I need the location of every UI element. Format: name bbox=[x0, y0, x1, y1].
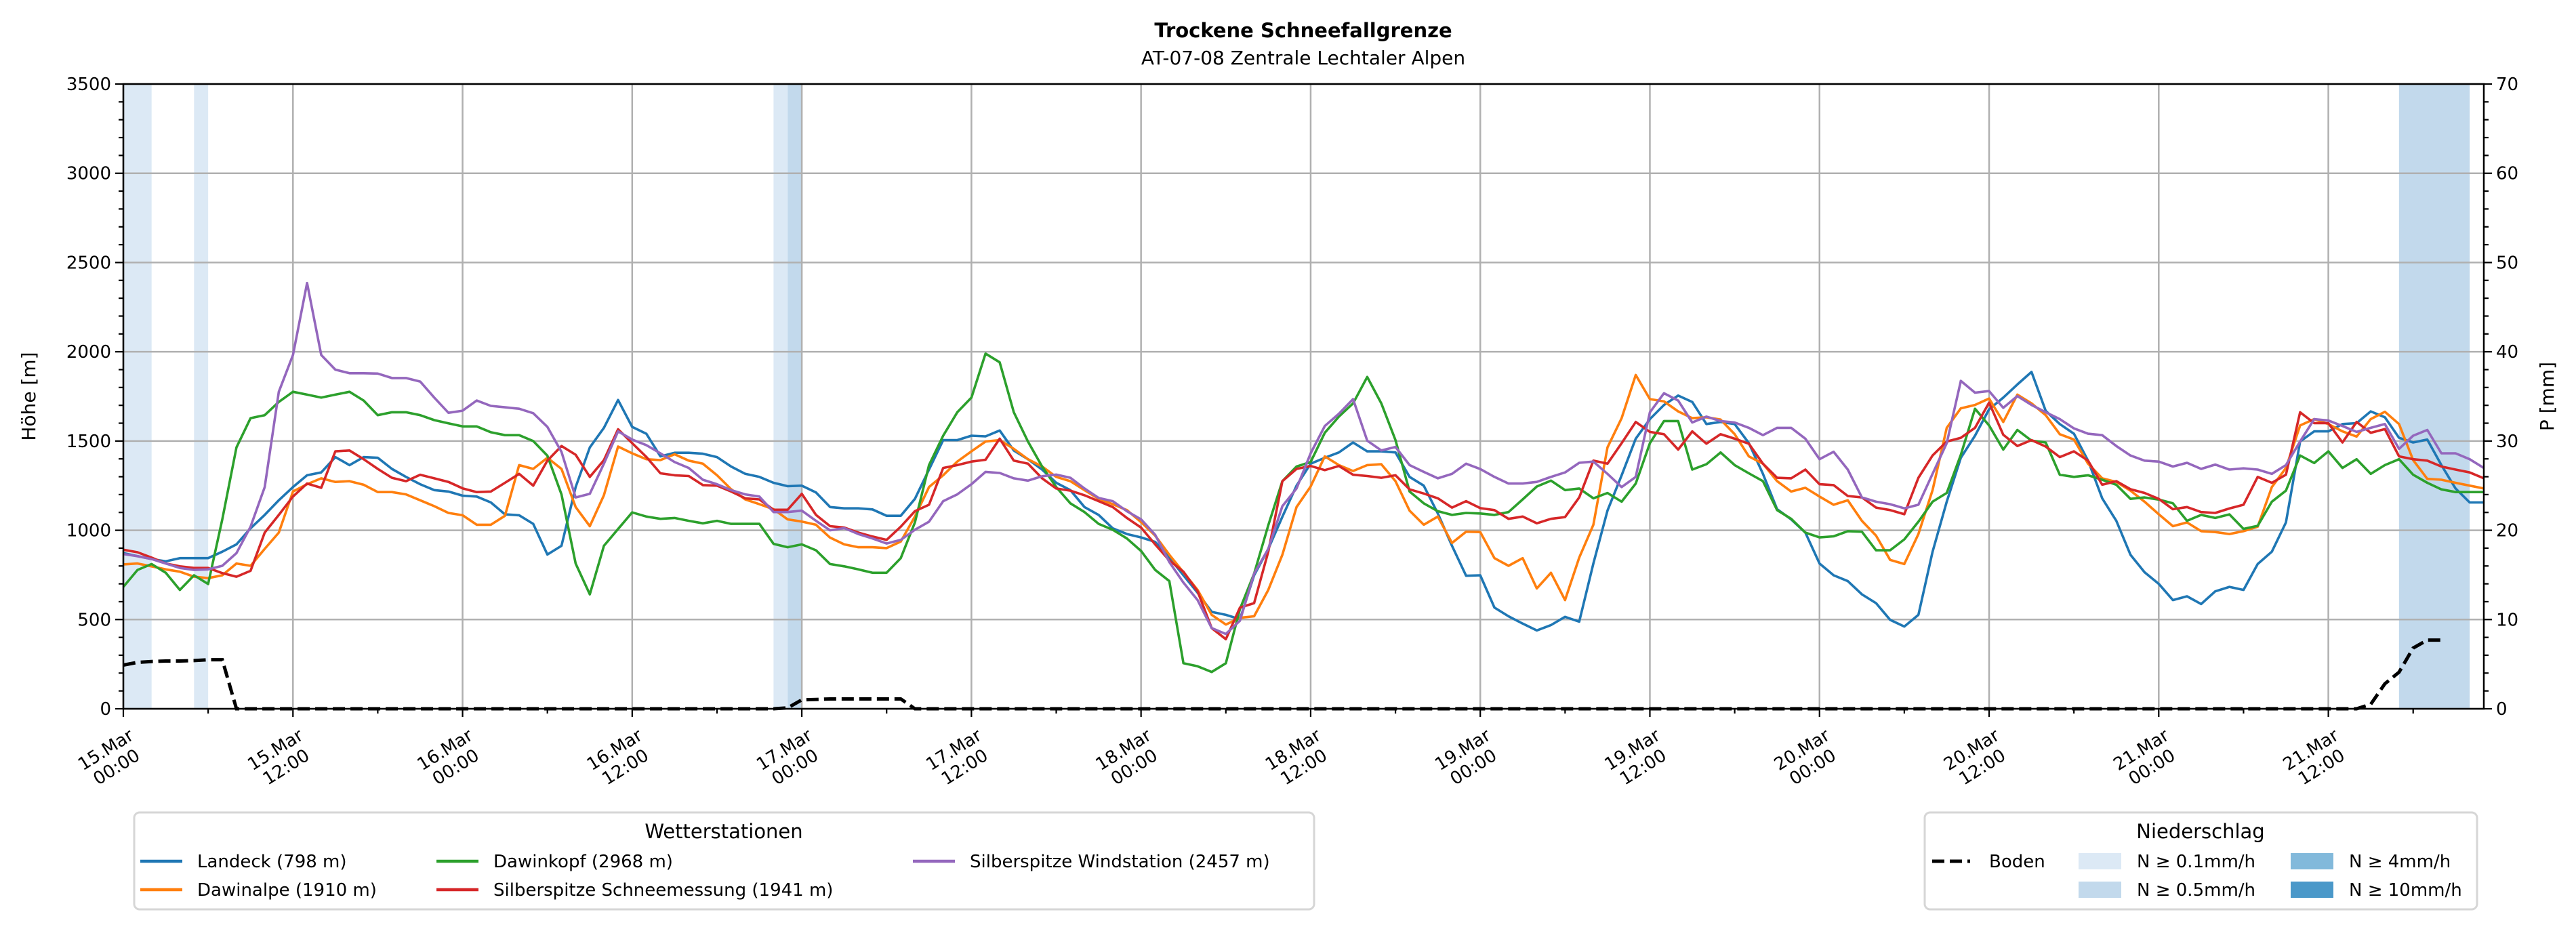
legend-box bbox=[133, 811, 1315, 911]
y2-tick-label: 20 bbox=[2496, 521, 2518, 541]
y2-tick-label: 50 bbox=[2496, 253, 2518, 273]
y2-tick-label: 30 bbox=[2496, 432, 2518, 452]
legend-swatch bbox=[2079, 882, 2121, 898]
chart-title: Trockene Schneefallgrenze bbox=[1154, 19, 1452, 42]
y-tick-label: 0 bbox=[100, 699, 111, 720]
y2-tick-label: 0 bbox=[2496, 699, 2508, 720]
legend-label: Silberspitze Schneemessung (1941 m) bbox=[493, 880, 833, 901]
legend-entry: Dawinkopf (2968 m) bbox=[436, 852, 673, 872]
legend-label: Landeck (798 m) bbox=[197, 852, 347, 872]
y-tick-label: 2000 bbox=[66, 342, 111, 363]
y-axis-label-right: P [mm] bbox=[2536, 362, 2558, 431]
legend-precipitation: Niederschlag Boden N ≥ 0.1mm/h N ≥ 0.5mm/h N… bbox=[1923, 811, 2478, 911]
legend-label: Silberspitze Windstation (2457 m) bbox=[970, 852, 1270, 872]
y-axis-label-left: Höhe [m] bbox=[18, 352, 40, 440]
y-tick-label: 3000 bbox=[66, 164, 111, 184]
legend-entry-ground: Boden bbox=[1932, 852, 2045, 872]
legend-title: Wetterstationen bbox=[645, 820, 802, 843]
precip-band bbox=[194, 84, 209, 709]
y-tick-label: 1000 bbox=[66, 521, 111, 541]
y2-tick-label: 60 bbox=[2496, 164, 2518, 184]
legend-entry-precip: N ≥ 0.5mm/h bbox=[2079, 880, 2255, 901]
legend-box bbox=[1923, 811, 2478, 911]
legend-entry: Silberspitze Windstation (2457 m) bbox=[913, 852, 1270, 872]
series-line-3 bbox=[123, 401, 2485, 641]
y-tick-label: 3500 bbox=[66, 75, 111, 95]
legend-label: Dawinalpe (1910 m) bbox=[197, 880, 377, 901]
legend-entry: Landeck (798 m) bbox=[140, 852, 347, 872]
legend-entry-precip: N ≥ 0.1mm/h bbox=[2079, 852, 2255, 872]
legend-stations: Wetterstationen Landeck (798 m) Dawinalpe … bbox=[133, 811, 1315, 911]
legend-title: Niederschlag bbox=[2136, 820, 2264, 843]
y-tick-label: 1500 bbox=[66, 432, 111, 452]
legend-label: Dawinkopf (2968 m) bbox=[493, 852, 673, 872]
legend-swatch bbox=[2291, 853, 2333, 869]
y2-tick-label: 70 bbox=[2496, 75, 2518, 95]
legend-entry-precip: N ≥ 4mm/h bbox=[2291, 852, 2451, 872]
y2-tick-label: 40 bbox=[2496, 342, 2518, 363]
series-line-4 bbox=[123, 281, 2485, 636]
y2-tick-label: 10 bbox=[2496, 610, 2518, 630]
legend-label: N ≥ 10mm/h bbox=[2349, 880, 2462, 901]
legend-entry-precip: N ≥ 10mm/h bbox=[2291, 880, 2462, 901]
chart-subtitle: AT-07-08 Zentrale Lechtaler Alpen bbox=[1141, 47, 1465, 69]
legend-label: Boden bbox=[1989, 852, 2045, 872]
legend-entry: Dawinalpe (1910 m) bbox=[140, 880, 377, 901]
series-line-2 bbox=[122, 352, 2484, 674]
legend-entry: Silberspitze Schneemessung (1941 m) bbox=[436, 880, 833, 901]
y-tick-label: 500 bbox=[77, 610, 111, 630]
precipitation-bands bbox=[123, 84, 2470, 709]
precip-band bbox=[2398, 84, 2470, 709]
y-tick-label: 2500 bbox=[66, 253, 111, 273]
precip-band bbox=[123, 84, 152, 709]
legend-swatch bbox=[2079, 853, 2121, 869]
plot-frame bbox=[122, 83, 2485, 710]
precip-band bbox=[788, 84, 802, 709]
precip-band bbox=[773, 84, 788, 709]
legend-label: N ≥ 4mm/h bbox=[2349, 852, 2451, 872]
legend-label: N ≥ 0.5mm/h bbox=[2137, 880, 2255, 901]
legend-swatch bbox=[2291, 882, 2333, 898]
legend-label: N ≥ 0.1mm/h bbox=[2137, 852, 2255, 872]
